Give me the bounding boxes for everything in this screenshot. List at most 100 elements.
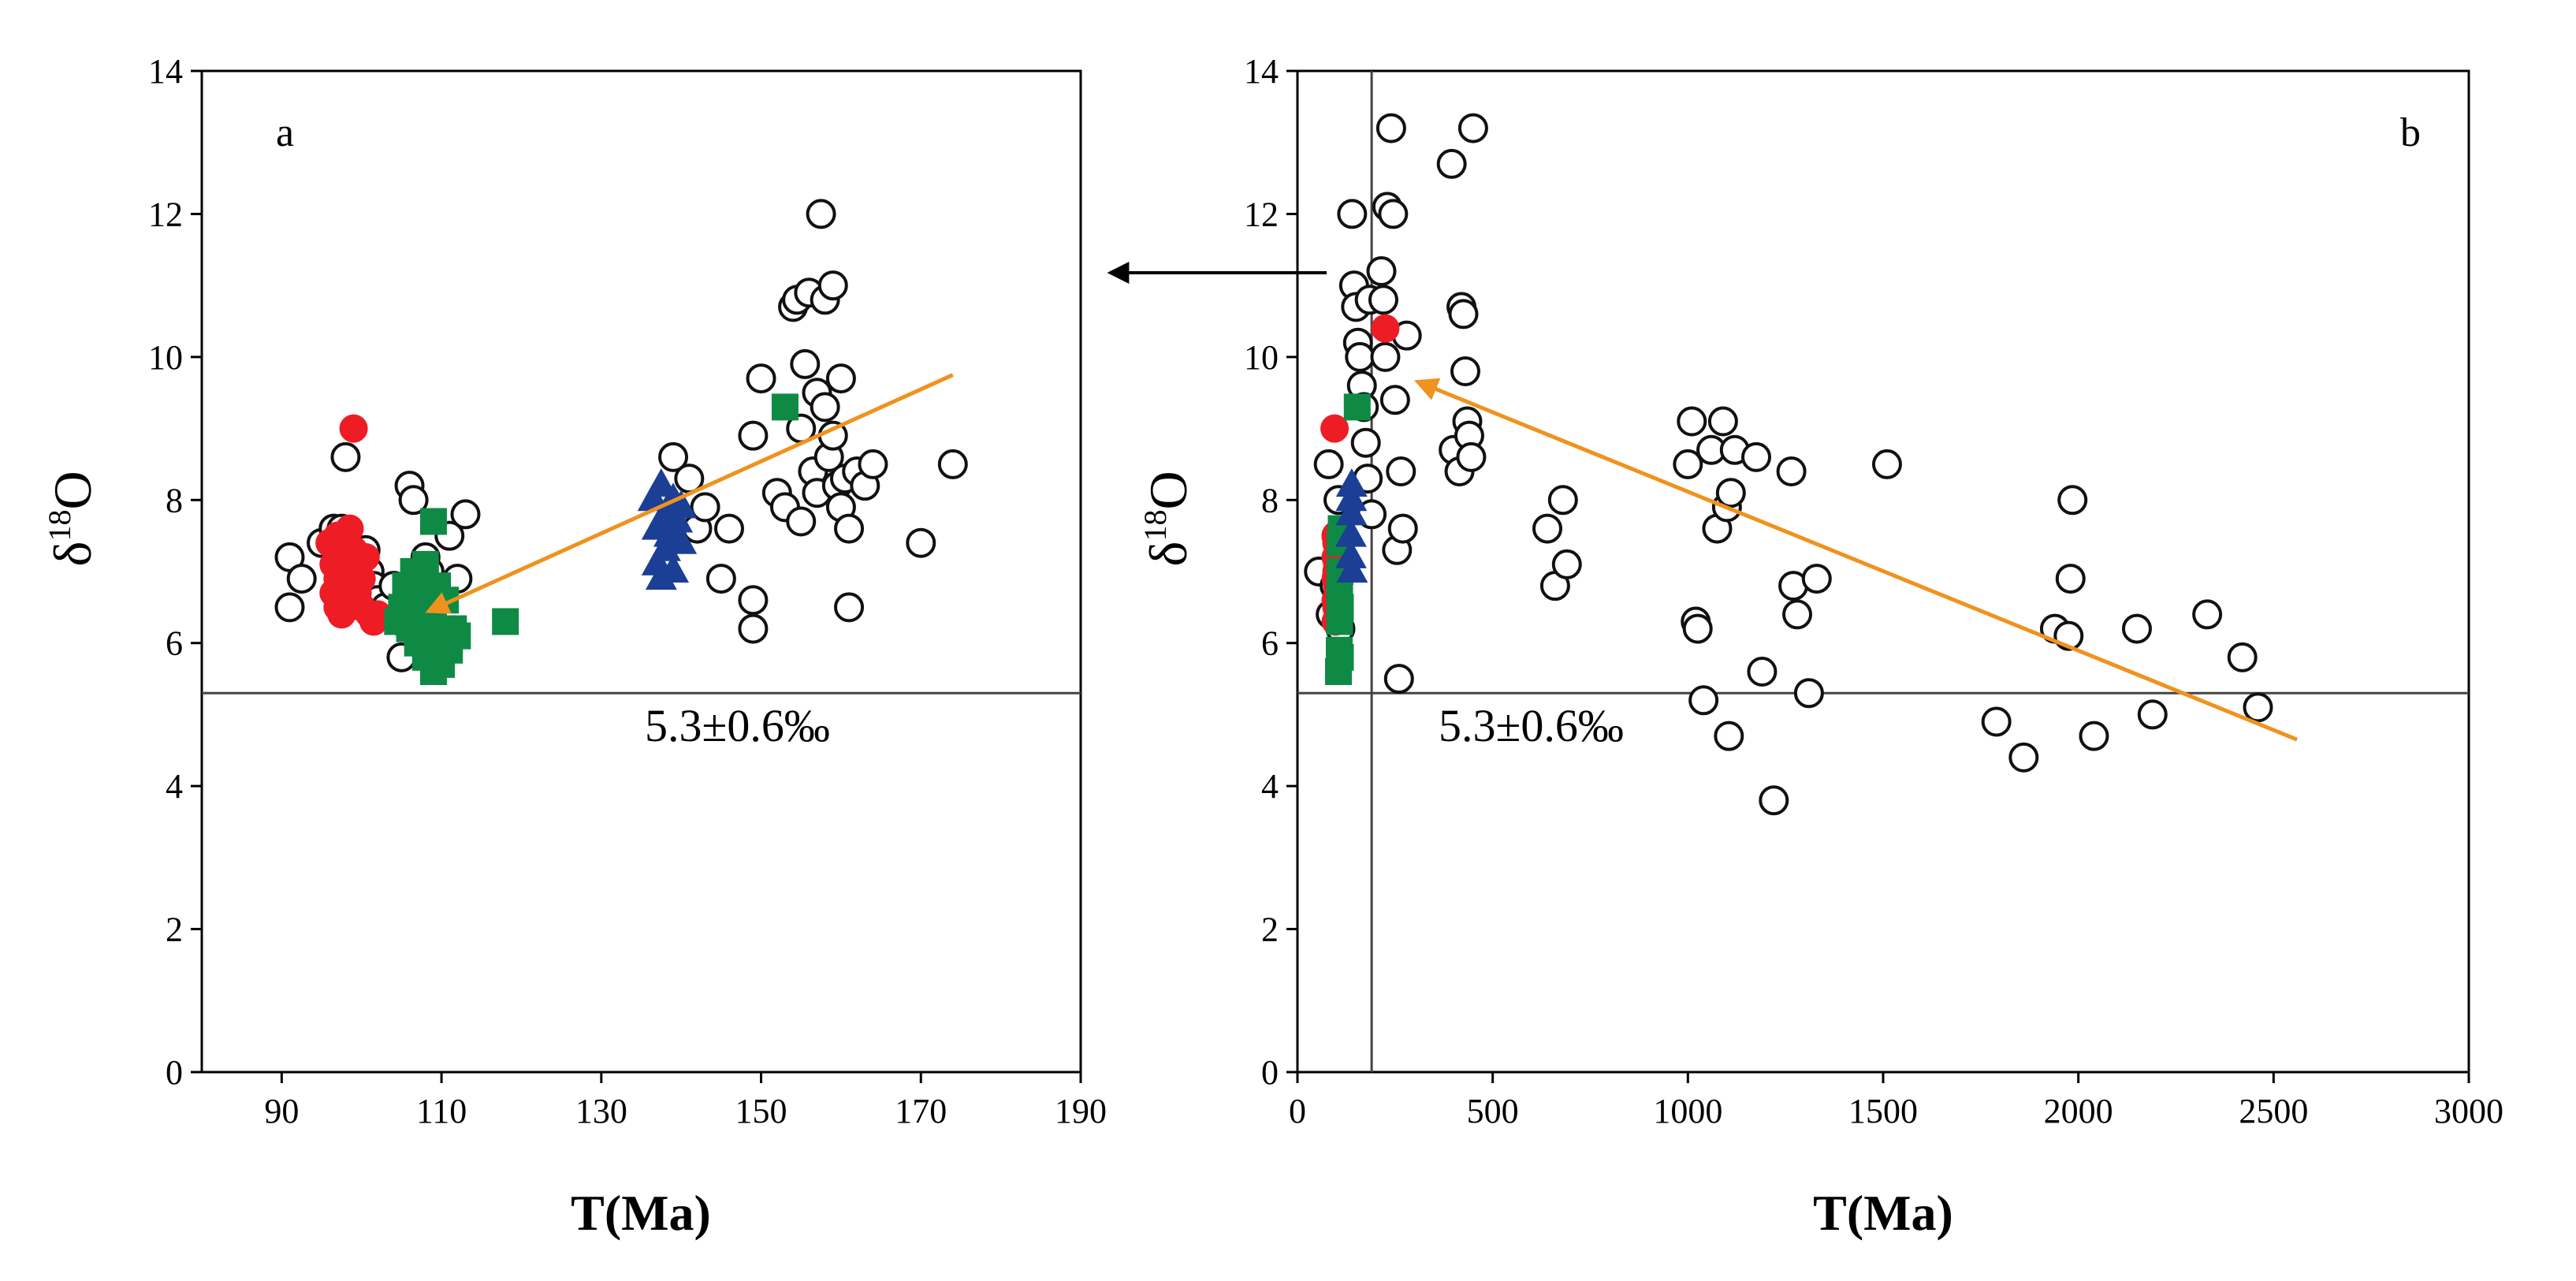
y-axis-title-a-sup: 18	[42, 510, 77, 542]
open-circle-point	[1375, 113, 1406, 143]
plot-frame-a	[200, 69, 1082, 1074]
panel-letter-a: a	[276, 110, 294, 155]
y-tick-label: 2	[1261, 910, 1279, 949]
open-circle-point	[1682, 613, 1713, 644]
y-tick-label: 0	[1261, 1053, 1279, 1092]
open-circle-point	[330, 441, 361, 472]
green-square-point	[1343, 393, 1371, 421]
open-circle-point	[714, 513, 744, 544]
open-circle-point	[658, 441, 689, 472]
green-square-point	[1327, 643, 1354, 671]
open-circle-point	[274, 592, 305, 623]
open-circle-point	[1387, 513, 1418, 544]
open-circle-point	[746, 363, 776, 394]
open-circle-point	[2137, 699, 2168, 730]
panel-b-content: 0 500 1000 1500 2000 2500 3000 0 2 4 6 8 10 12 14	[1244, 52, 2503, 1130]
open-circle-point	[1436, 148, 1467, 179]
x-tick-label: 1000	[1653, 1092, 1722, 1130]
open-circle-point	[2079, 721, 2109, 751]
y-tick-label: 12	[148, 195, 183, 233]
open-circle-point	[1345, 341, 1375, 372]
blue-triangle-point	[665, 525, 698, 554]
x-tick-label: 0	[1289, 1092, 1306, 1130]
open-circle-point	[786, 506, 817, 537]
open-circle-point	[1871, 449, 1902, 479]
open-circle-point	[1378, 199, 1409, 229]
open-circle-point	[1547, 485, 1578, 516]
blue-triangle-point	[665, 490, 698, 519]
y-tick-label: 8	[1261, 481, 1279, 519]
y-tick-label: 14	[1244, 52, 1279, 91]
ref-label-a: 5.3±0.6‰	[645, 700, 830, 751]
open-circle-point	[834, 592, 865, 623]
open-circle-point	[738, 420, 769, 451]
open-circle-point	[806, 199, 836, 229]
y-axis-title-a: δ18O	[42, 471, 102, 566]
open-circle-point	[1448, 299, 1479, 330]
y-axis-title-b-main: δ	[1138, 542, 1198, 567]
y-tick-label: 10	[148, 338, 183, 377]
open-circle-point	[2121, 613, 2152, 644]
open-circle-point	[1551, 549, 1582, 579]
blue-triangle-point	[645, 561, 677, 590]
x-tick-label: 1500	[1848, 1092, 1918, 1130]
blue-triangle-point	[1335, 482, 1368, 512]
open-circle-point	[1714, 721, 1744, 751]
blue-triangle-point	[1336, 554, 1368, 583]
open-circle-point	[1457, 113, 1488, 143]
open-circle-point	[825, 363, 856, 394]
y-axis-title-b-tail: O	[1138, 471, 1198, 509]
open-circle-point	[1747, 657, 1778, 687]
y-tick-label: 4	[1261, 767, 1279, 806]
green-square-point	[1327, 594, 1354, 621]
open-circle-point	[937, 449, 968, 479]
open-circle-point	[1386, 456, 1416, 486]
open-circle-point	[1981, 706, 2012, 737]
open-circle-point	[810, 392, 840, 423]
open-circle-point	[1456, 441, 1487, 472]
blue-triangle-point	[641, 546, 673, 575]
open-circle-point	[858, 449, 888, 479]
open-circle-point	[1677, 406, 1707, 437]
x-tick-label: 3000	[2434, 1092, 2503, 1130]
red-circle-point	[335, 514, 364, 543]
y-tick-label: 2	[166, 910, 183, 949]
open-circle-point	[1450, 356, 1480, 386]
blue-triangle-point	[649, 532, 681, 561]
green-square-point	[444, 622, 471, 650]
blue-triangle-point	[1335, 468, 1368, 497]
y-tick-label: 10	[1244, 338, 1279, 377]
blue-triangle-point	[645, 468, 677, 497]
red-circle-point	[1371, 314, 1400, 343]
x-tick-label: 150	[735, 1092, 787, 1130]
open-circle-point	[1379, 385, 1410, 415]
open-circle-point	[738, 613, 769, 644]
open-circle-point	[1370, 341, 1401, 372]
open-circle-point	[2057, 485, 2088, 516]
open-circle-point	[1801, 564, 1832, 594]
green-square-point	[771, 393, 798, 421]
open-circle-point	[1313, 449, 1344, 479]
open-circle-point	[286, 564, 317, 594]
open-circle-point	[705, 564, 736, 594]
open-circle-point	[2227, 642, 2258, 672]
open-circle-point	[1383, 664, 1414, 694]
y-tick-label: 6	[1261, 624, 1279, 663]
red-circle-point	[347, 564, 376, 594]
open-circle-point	[2055, 564, 2086, 594]
y-tick-label: 8	[166, 481, 183, 519]
x-tick-label: 90	[264, 1092, 299, 1130]
ref-label-b: 5.3±0.6‰	[1439, 700, 1624, 751]
panel-a-content: 90 110 130 150 170 190 0 2 4 6 8 10 12 14	[148, 52, 1107, 1130]
y-axis-title-a-tail: O	[43, 471, 102, 509]
open-circle-point	[906, 527, 936, 558]
blue-triangle-point	[1335, 518, 1367, 547]
x-axis-title-a: T(Ma)	[571, 1185, 711, 1241]
open-circle-point	[2243, 692, 2273, 723]
open-circle-point	[1532, 513, 1563, 544]
red-circle-point	[351, 542, 380, 572]
x-tick-label: 2000	[2044, 1092, 2113, 1130]
open-circle-point	[1366, 256, 1397, 286]
green-square-point	[419, 508, 447, 535]
